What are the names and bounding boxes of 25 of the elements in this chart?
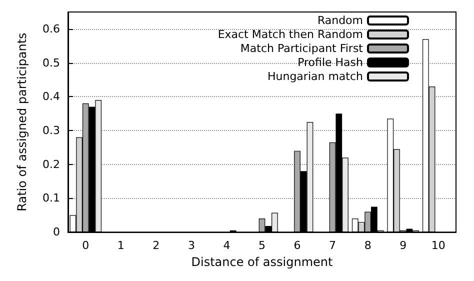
y-tick-label: 0.3 [42, 124, 60, 138]
x-tick-label: 2 [152, 239, 160, 252]
x-tick-label: 8 [364, 239, 372, 252]
x-tick-label: 6 [294, 239, 301, 252]
y-tick-label: 0.5 [42, 56, 60, 70]
x-axis-title: Distance of assignment [191, 255, 334, 269]
y-tick-label: 0.1 [42, 192, 60, 205]
legend-label: Exact Match then Random [218, 28, 363, 41]
x-tick-label: 3 [188, 239, 195, 252]
legend-label: Hungarian match [267, 70, 364, 83]
x-tick-label: 4 [223, 239, 230, 252]
legend-label: Random [317, 14, 363, 27]
y-axis-title: Ratio of assigned participants [15, 32, 29, 212]
x-tick-label: 1 [117, 239, 124, 252]
y-tick-label: 0.6 [42, 22, 60, 36]
y-tick-label: 0.4 [42, 90, 60, 104]
x-tick-label: 9 [400, 239, 407, 252]
x-tick-label: 7 [329, 239, 336, 252]
x-tick-label: 0 [82, 239, 90, 252]
legend-label: Match Participant First [240, 42, 364, 55]
y-tick-label: 0 [53, 226, 60, 239]
x-tick-label: 5 [258, 239, 266, 252]
x-tick-label: 10 [431, 239, 446, 252]
legend-label: Profile Hash [298, 56, 364, 69]
y-tick-label: 0.2 [42, 158, 60, 171]
